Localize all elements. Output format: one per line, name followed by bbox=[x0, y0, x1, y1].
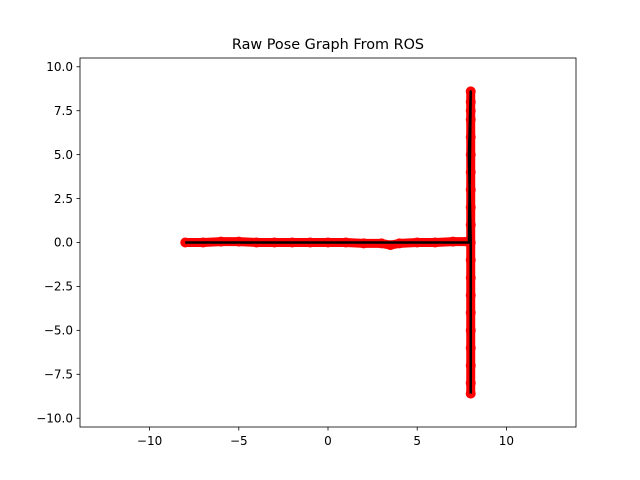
y-tick-label: −10.0 bbox=[36, 411, 73, 425]
y-tick-label: 10.0 bbox=[46, 60, 73, 74]
y-tick-label: 7.5 bbox=[54, 104, 73, 118]
x-tick-label: 5 bbox=[413, 434, 421, 448]
y-tick-label: −7.5 bbox=[44, 367, 73, 381]
y-tick-label: −5.0 bbox=[44, 324, 73, 338]
chart-title: Raw Pose Graph From ROS bbox=[232, 37, 424, 53]
x-tick-label: −10 bbox=[137, 434, 162, 448]
y-tick-label: 2.5 bbox=[54, 192, 73, 206]
y-tick-label: −2.5 bbox=[44, 280, 73, 294]
plot-area bbox=[180, 86, 476, 399]
x-tick-label: −5 bbox=[230, 434, 248, 448]
y-tick-label: 0.0 bbox=[54, 236, 73, 250]
y-tick-label: 5.0 bbox=[54, 148, 73, 162]
x-tick-label: 0 bbox=[324, 434, 332, 448]
x-tick-label: 10 bbox=[499, 434, 514, 448]
axes: −10 −5 0 5 10 −10.0 −7.5 −5.0 −2.5 0.0 2.5 5.0 7.5 10… bbox=[36, 57, 577, 448]
trajectory-line bbox=[185, 90, 472, 394]
